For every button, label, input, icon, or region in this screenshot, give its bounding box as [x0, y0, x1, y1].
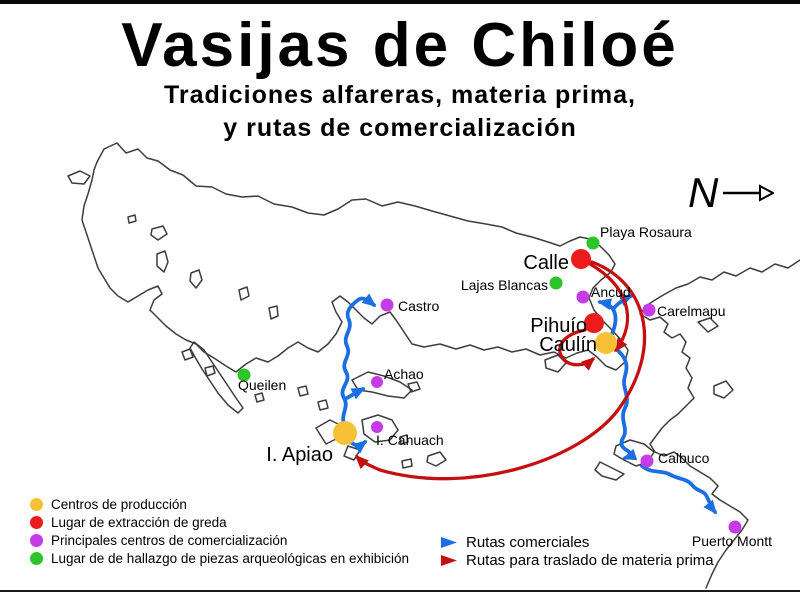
legend-item-commerce: Principales centros de comercialización — [30, 531, 409, 549]
place-labels: Playa Rosaura Calle Lajas Blancas Ancud Care… — [238, 224, 772, 549]
place-marker-carelmapu — [642, 303, 656, 317]
place-label-lajas-blancas: Lajas Blancas — [461, 277, 548, 293]
place-marker-calle — [571, 249, 591, 269]
trade-route-apiao-achao — [345, 387, 366, 400]
legend-item-extraction: Lugar de extracción de greda — [30, 513, 409, 531]
place-marker-puerto-montt — [728, 520, 742, 534]
place-label-carelmapu: Carelmapu — [657, 303, 725, 319]
material-route-arrow-icon — [441, 554, 457, 566]
trade-route-calbuco-puertomontt — [640, 464, 717, 515]
place-marker-pihu-o — [584, 313, 604, 333]
place-marker-achao — [371, 376, 383, 388]
material-route-pihuio-caulin — [558, 328, 596, 371]
place-label-calbuco: Calbuco — [658, 450, 710, 466]
routes — [340, 260, 717, 515]
north-label: N — [688, 169, 719, 216]
legend-label: Principales centros de comercialización — [51, 532, 288, 548]
place-label-puerto-montt: Puerto Montt — [692, 533, 772, 549]
place-markers — [237, 236, 742, 534]
place-marker-playa-rosaura — [586, 236, 600, 250]
subtitle-line2: y rutas de comercialización — [223, 114, 577, 142]
legend-routes: Rutas comerciales Rutas para traslado de… — [440, 533, 714, 569]
place-label-achao: Achao — [384, 366, 424, 382]
legend-label: Centros de producción — [51, 496, 187, 512]
place-marker-i-apiao — [333, 421, 357, 445]
coastlines — [67, 142, 800, 589]
place-label-caul-n: Caulín — [539, 334, 597, 356]
top-border — [0, 0, 800, 4]
legend-label: Lugar de extracción de greda — [51, 514, 227, 530]
lemuy-island-outline — [189, 341, 244, 414]
legend-markers: Centros de producción Lugar de extracció… — [30, 495, 409, 567]
place-label-queilen: Queilen — [238, 377, 286, 393]
place-label-ancud: Ancud — [591, 284, 631, 300]
place-marker-castro — [380, 298, 394, 312]
place-marker-calbuco — [640, 454, 654, 468]
mainland-outline — [639, 259, 800, 589]
subtitle-line1: Tradiciones alfareras, materia prima, — [164, 81, 636, 109]
main-island-outline — [81, 142, 629, 373]
material-route-calle-caulin — [588, 262, 630, 353]
north-arrow-icon — [723, 184, 775, 202]
place-label-castro: Castro — [398, 298, 439, 314]
north-indicator: N — [688, 169, 775, 216]
trade-route-arrow-icon — [441, 536, 457, 548]
header: Vasijas de Chiloé Tradiciones alfareras,… — [0, 14, 800, 144]
place-marker-caul-n — [595, 332, 617, 354]
place-label-calle: Calle — [523, 252, 569, 274]
legend-label: Rutas comerciales — [466, 533, 590, 551]
page-title: Vasijas de Chiloé — [121, 11, 679, 80]
place-marker-lajas-blancas — [549, 276, 563, 290]
trade-route-caulin-calbuco — [613, 346, 638, 461]
place-label-i-cahuach: I. Cahuach — [376, 432, 444, 448]
material-route-calle-apiao — [354, 260, 647, 481]
channel-islands-outline — [544, 317, 734, 481]
bottom-border — [0, 590, 800, 592]
extraction-dot-icon — [30, 515, 43, 529]
commerce-dot-icon — [30, 533, 43, 547]
legend-item-material-routes: Rutas para traslado de materia prima — [440, 551, 714, 569]
archaeology-dot-icon — [30, 551, 43, 565]
legend-item-production: Centros de producción — [30, 495, 409, 513]
place-marker-queilen — [237, 368, 251, 382]
trade-route-apiao-castro — [340, 293, 377, 430]
trade-route-caulin-carelmapu — [611, 294, 634, 311]
legend-item-archaeology: Lugar de de hallazgo de piezas arqueológ… — [30, 549, 409, 567]
legend-item-trade-routes: Rutas comerciales — [440, 533, 714, 551]
place-marker-i-cahuach — [371, 421, 383, 433]
legend-label: Rutas para traslado de materia prima — [466, 551, 714, 569]
production-dot-icon — [30, 497, 43, 511]
place-label-playa-rosaura: Playa Rosaura — [600, 224, 692, 240]
place-label-pihu-o: Pihuío — [530, 315, 587, 337]
legend-label: Lugar de de hallazgo de piezas arqueológ… — [51, 550, 410, 566]
place-marker-ancud — [576, 290, 590, 304]
small-islands-outline — [67, 170, 329, 411]
place-label-i-apiao: I. Apiao — [266, 444, 333, 466]
